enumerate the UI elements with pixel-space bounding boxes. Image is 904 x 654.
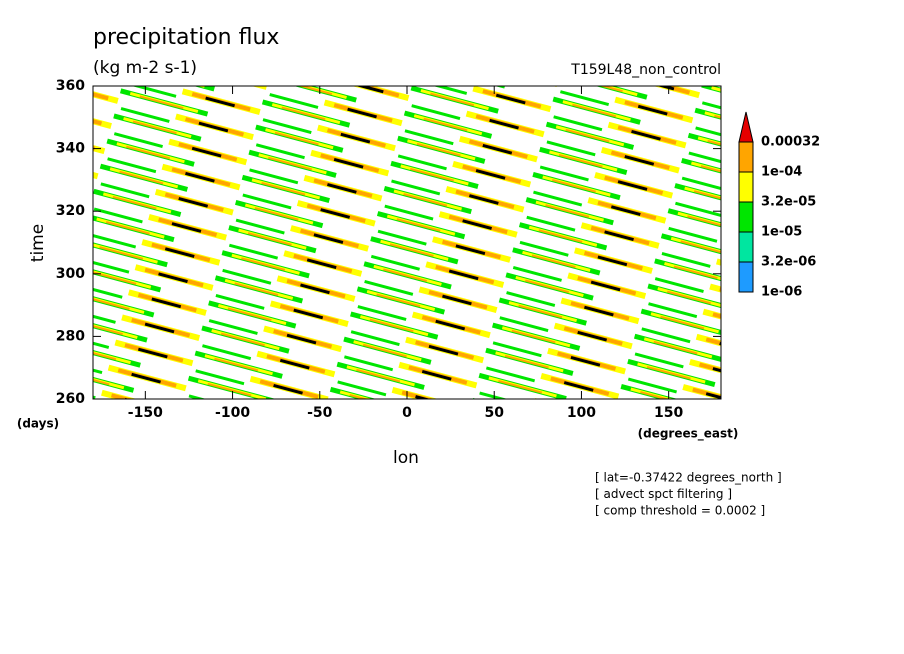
colorbar-box (739, 202, 753, 232)
colorbar-triangle (738, 111, 754, 143)
x-axis-label: lon (393, 448, 419, 468)
x-axis-unit: (degrees_east) (638, 427, 739, 442)
chart-title: precipitation flux (93, 25, 279, 50)
x-tick-label: -150 (128, 405, 163, 421)
colorbar-box (739, 232, 753, 262)
x-tick-label: -100 (215, 405, 250, 421)
note: [ advect spct filtering ] (595, 487, 732, 501)
field-texture (93, 86, 721, 399)
y-tick-label: 320 (56, 203, 85, 219)
y-axis-unit: (days) (17, 417, 59, 431)
y-tick-label: 340 (56, 141, 85, 157)
y-tick-label: 300 (56, 266, 85, 282)
colorbar-box (739, 142, 753, 172)
units: (kg m-2 s-1) (93, 58, 197, 78)
colorbar-label: 1e-04 (761, 165, 802, 180)
colorbar-label: 3.2e-06 (761, 255, 816, 270)
note: [ lat=-0.37422 degrees_north ] (595, 471, 782, 485)
note: [ comp threshold = 0.0002 ] (595, 504, 765, 518)
y-tick-label: 280 (56, 328, 85, 344)
colorbar-box (739, 172, 753, 202)
y-tick-label: 260 (56, 391, 85, 407)
colorbar-label: 1e-06 (761, 285, 802, 300)
x-tick-label: 50 (484, 405, 504, 421)
colorbar-label: 0.00032 (761, 135, 820, 150)
colorbar-box (739, 262, 753, 292)
colorbar-label: 3.2e-05 (761, 195, 816, 210)
y-axis-label: time (28, 224, 48, 262)
x-tick-label: -50 (307, 405, 333, 421)
x-tick-label: 150 (654, 405, 683, 421)
run-name: T159L48_non_control (570, 62, 721, 78)
y-tick-label: 360 (56, 78, 85, 94)
x-tick-label: 100 (567, 405, 596, 421)
colorbar-label: 1e-05 (761, 225, 802, 240)
x-tick-label: 0 (402, 405, 412, 421)
